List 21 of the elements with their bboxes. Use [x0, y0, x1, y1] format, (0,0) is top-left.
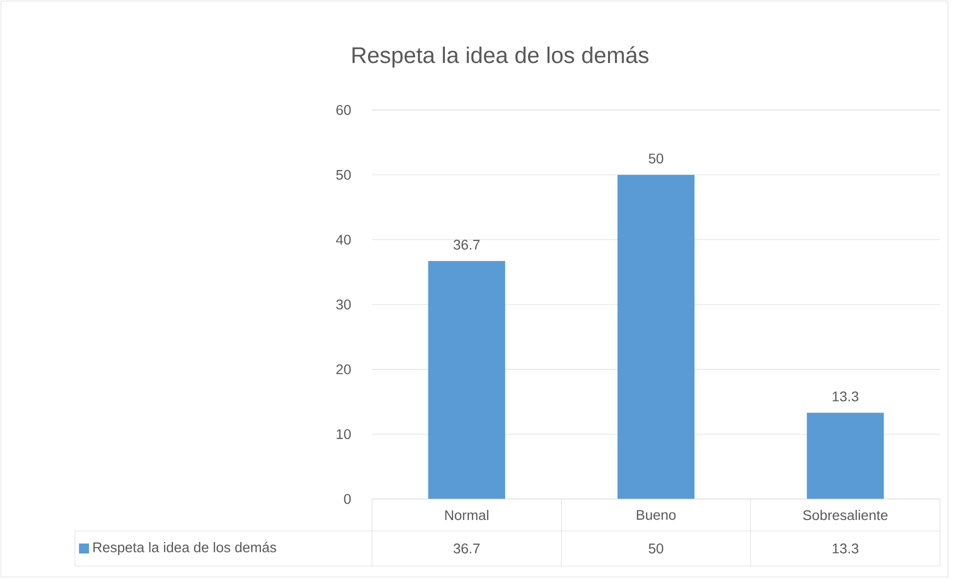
bar	[428, 261, 506, 499]
text: 36.7	[454, 240, 480, 250]
x-tick-label: Normal	[445, 510, 488, 520]
x-tick-label: Sobresaliente	[803, 510, 888, 520]
y-tick-label: 30	[336, 300, 351, 310]
y-tick-label: 40	[336, 234, 351, 245]
y-tick-label: 0	[344, 494, 351, 504]
chart-title: Respeta la idea de los demás	[352, 46, 648, 68]
y-tick-label: 20	[336, 364, 351, 374]
text: 13.3	[832, 391, 858, 402]
text: 50	[648, 154, 664, 164]
data-label: 36.7	[454, 544, 480, 554]
bar	[806, 412, 884, 499]
y-tick-label: 60	[336, 105, 351, 115]
y-tick-label: 50	[336, 170, 351, 180]
x-tick-label: Bueno	[636, 510, 676, 520]
legend-label: Respeta la idea de los demás	[93, 542, 276, 556]
y-tick-label: 10	[336, 429, 351, 440]
data-label: 13.3	[832, 544, 858, 554]
bar	[618, 174, 694, 499]
data-label: 50	[648, 544, 664, 554]
